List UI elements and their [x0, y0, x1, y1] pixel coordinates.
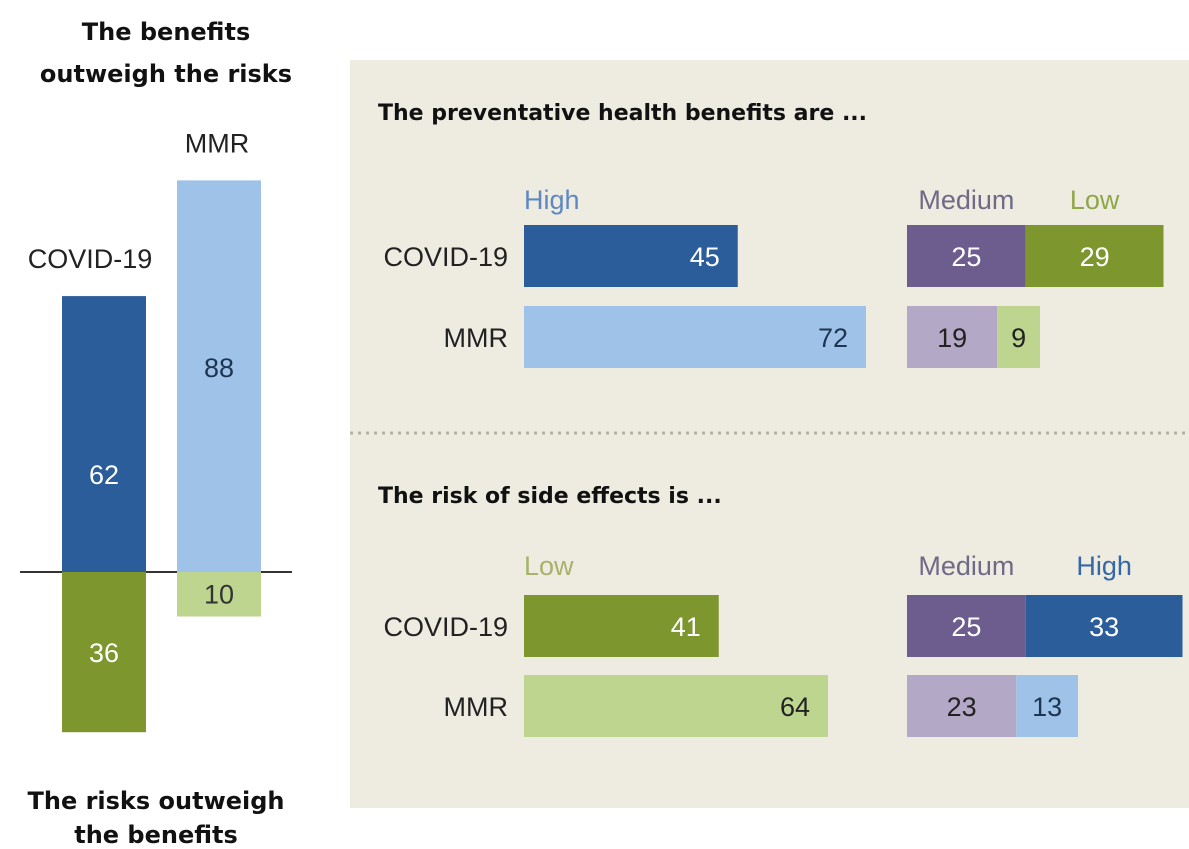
- net-value-covid-19-risks: 36: [89, 638, 119, 668]
- panel2-bar-covid-19-low: [524, 595, 719, 657]
- panel1-value-mmr-medium: 19: [937, 323, 967, 353]
- panel2-bar-mmr-medium: [907, 675, 1017, 737]
- panel1-category-covid-19: COVID-19: [383, 242, 508, 272]
- net-value-mmr-benefits: 88: [204, 353, 234, 383]
- panel1-bar-covid-19-high: [524, 225, 738, 287]
- net-bar-mmr-benefits: [177, 180, 261, 572]
- side-effects-panel-title: The risk of side effects is ...: [378, 484, 722, 509]
- net-bar-covid-19-risks: [62, 572, 146, 733]
- panel2-value-mmr-low: 64: [780, 692, 810, 722]
- net-bar-covid-19-benefits: [62, 296, 146, 572]
- panel1-legend-high: High: [524, 185, 580, 215]
- panel1-legend-medium: Medium: [918, 185, 1014, 215]
- panel2-category-covid-19: COVID-19: [383, 612, 508, 642]
- panel1-value-mmr-high: 72: [818, 323, 848, 353]
- panel1-value-covid-19-low: 29: [1080, 242, 1110, 272]
- panel2-legend-low: Low: [524, 551, 574, 581]
- panel2-value-mmr-high: 13: [1032, 692, 1062, 722]
- panel2-value-covid-19-low: 41: [671, 612, 701, 642]
- panel2-value-mmr-medium: 23: [947, 692, 977, 722]
- bottom-label-line-2: the benefits: [74, 821, 238, 849]
- panel2-legend-high: High: [1076, 551, 1132, 581]
- panel1-bar-covid-19-medium: [907, 225, 1026, 287]
- panel2-legend-medium: Medium: [918, 551, 1014, 581]
- panel2-bar-covid-19-medium: [907, 595, 1026, 657]
- benefits-panel-title: The preventative health benefits are ...: [378, 101, 867, 126]
- panel2-bar-mmr-high: [1016, 675, 1078, 737]
- panel2-bar-mmr-low: [524, 675, 828, 737]
- panel1-value-covid-19-medium: 25: [951, 242, 981, 272]
- panel2-value-covid-19-high: 33: [1089, 612, 1119, 642]
- net-value-covid-19-benefits: 62: [89, 460, 119, 490]
- panel2-bar-covid-19-high: [1025, 595, 1183, 657]
- panel1-bar-mmr-low: [997, 306, 1040, 368]
- net-category-label-covid-19: COVID-19: [28, 244, 153, 274]
- panel2-value-covid-19-medium: 25: [951, 612, 981, 642]
- net-value-mmr-risks: 10: [204, 579, 234, 609]
- bottom-label-line-1: The risks outweigh: [27, 787, 284, 815]
- panel1-legend-low: Low: [1070, 185, 1120, 215]
- top-label-line-1: The benefits: [82, 18, 250, 46]
- panel1-bar-mmr-high: [524, 306, 866, 368]
- panel1-value-mmr-low: 9: [1011, 323, 1026, 353]
- panel2-category-mmr: MMR: [444, 692, 508, 722]
- top-label-line-2: outweigh the risks: [40, 60, 292, 88]
- panel1-bar-mmr-medium: [907, 306, 998, 368]
- net-bar-mmr-risks: [177, 572, 261, 617]
- panel1-value-covid-19-high: 45: [690, 242, 720, 272]
- panel1-bar-covid-19-low: [1025, 225, 1164, 287]
- panel1-category-mmr: MMR: [444, 323, 508, 353]
- net-category-label-mmr: MMR: [185, 128, 249, 158]
